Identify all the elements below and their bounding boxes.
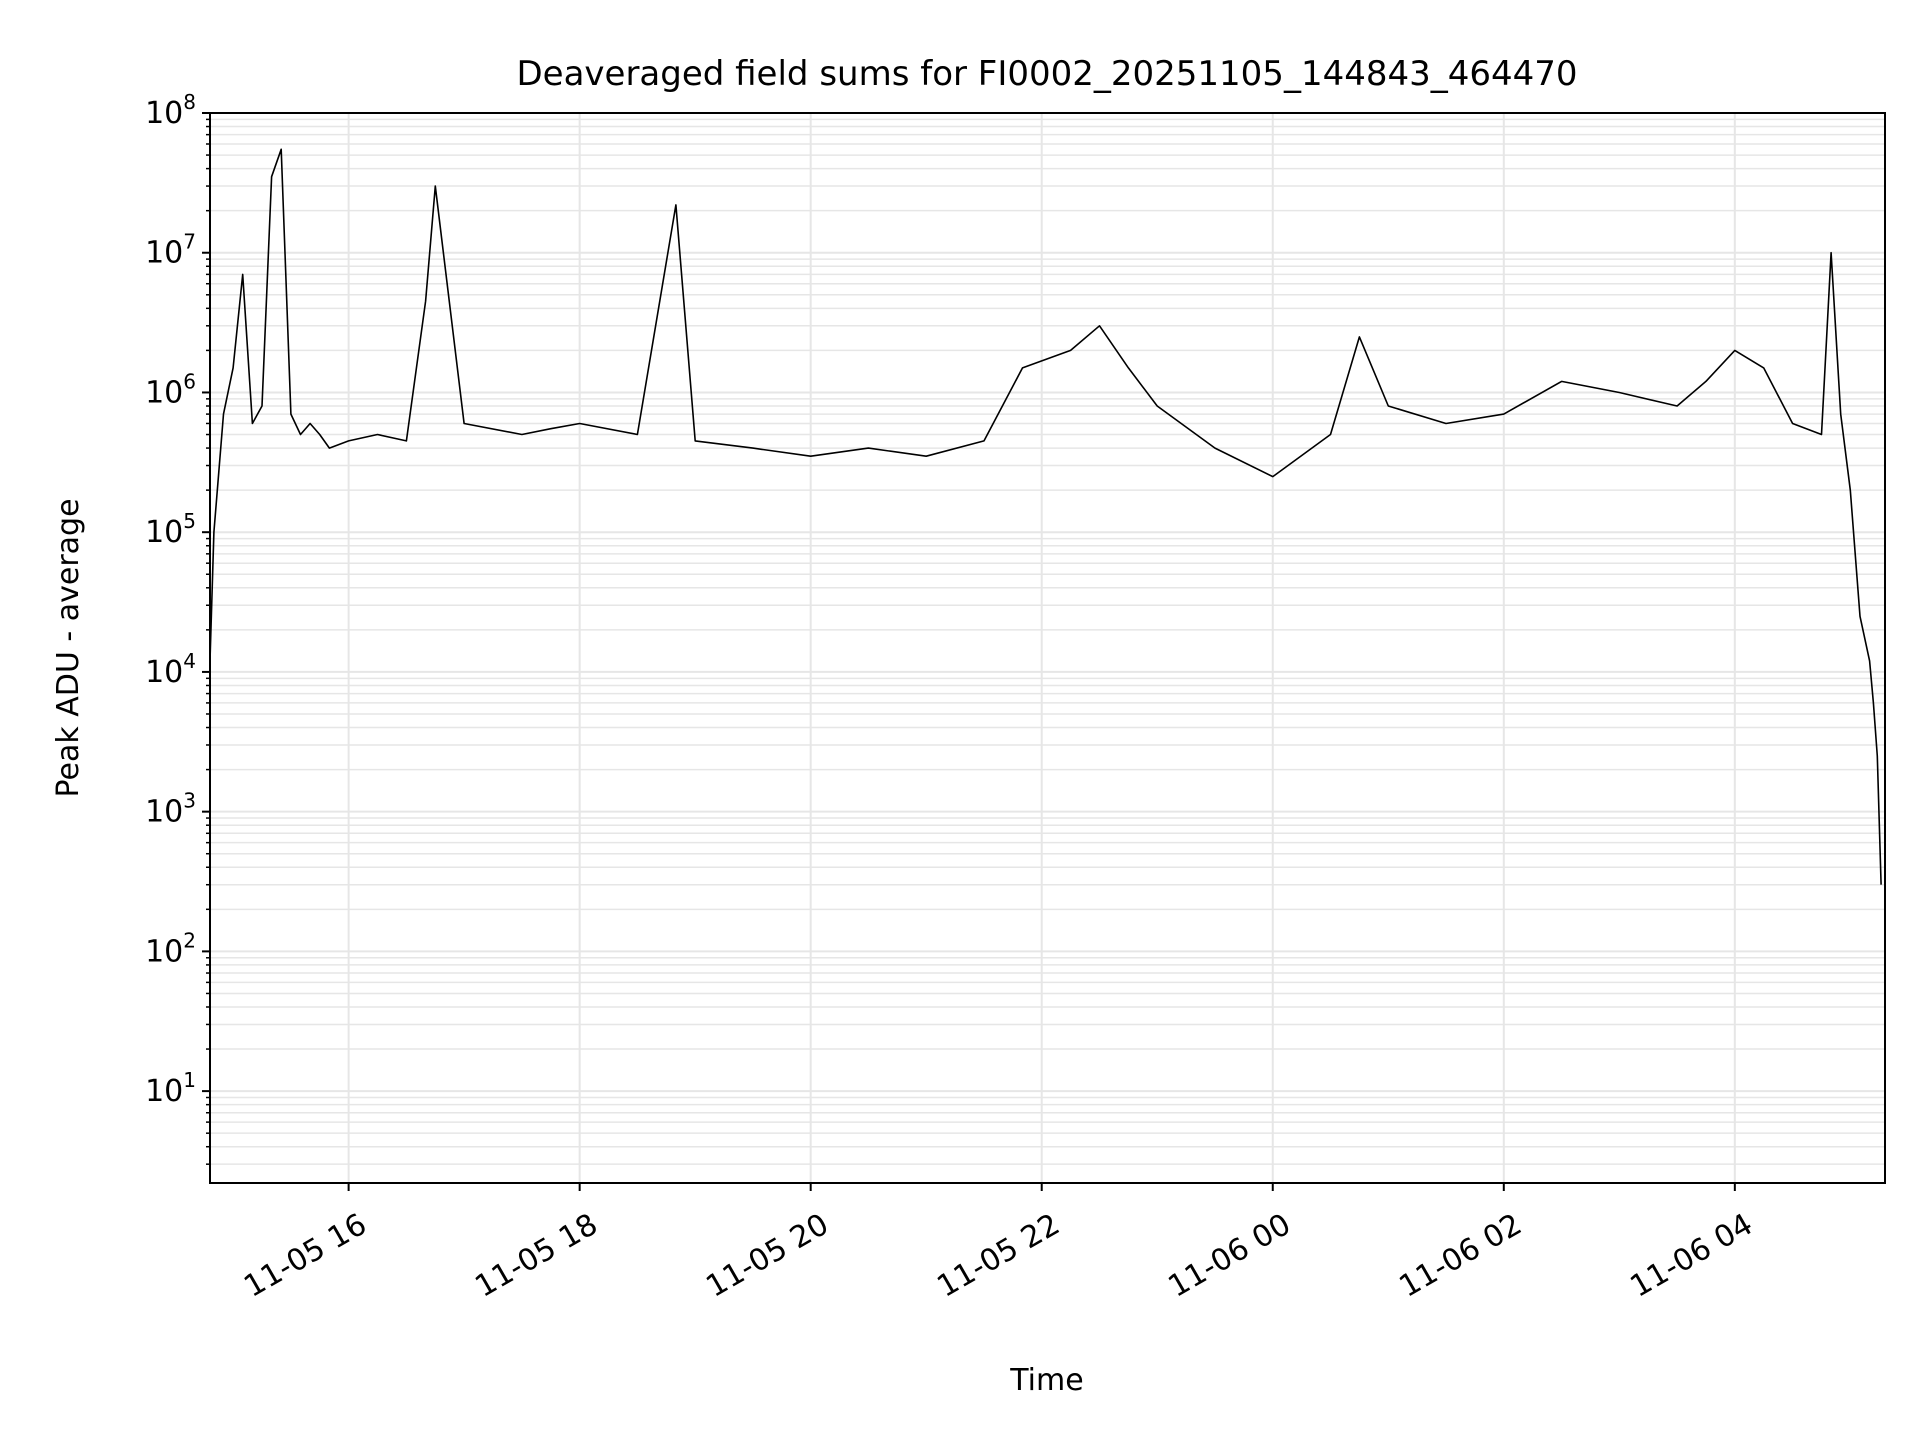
y-tick-exponent: 7 [183,230,196,254]
y-tick-exponent: 2 [183,928,196,952]
y-tick-exponent: 3 [183,789,196,813]
y-tick-label: 102 [145,928,196,969]
x-axis-label: Time [1009,1363,1083,1398]
y-tick-base: 10 [145,375,183,410]
plot-area [209,148,1882,885]
y-tick-base: 10 [145,1074,183,1109]
y-tick-label: 103 [145,789,196,830]
y-tick-base: 10 [145,515,183,550]
y-tick-exponent: 6 [183,369,196,393]
y-tick-exponent: 1 [183,1068,196,1092]
y-tick-base: 10 [145,96,183,131]
y-tick-base: 10 [145,236,183,271]
y-tick-exponent: 4 [183,649,196,673]
series-line [209,148,1882,885]
plot-frame [209,112,1886,1184]
y-tick-label: 107 [145,230,196,271]
y-tick-label: 105 [145,509,196,550]
y-tick-base: 10 [145,795,183,830]
y-tick-label: 104 [145,649,196,690]
y-tick-exponent: 5 [183,509,196,533]
y-tick-label: 106 [145,369,196,410]
y-axis-label: Peak ADU - average [51,498,86,797]
y-tick-base: 10 [145,934,183,969]
y-tick-label: 108 [145,90,196,131]
y-tick-base: 10 [145,655,183,690]
y-tick-exponent: 8 [183,90,196,114]
grid [210,113,1885,1183]
chart-title: Deaveraged field sums for FI0002_2025110… [516,54,1577,94]
y-tick-label: 101 [145,1068,196,1109]
